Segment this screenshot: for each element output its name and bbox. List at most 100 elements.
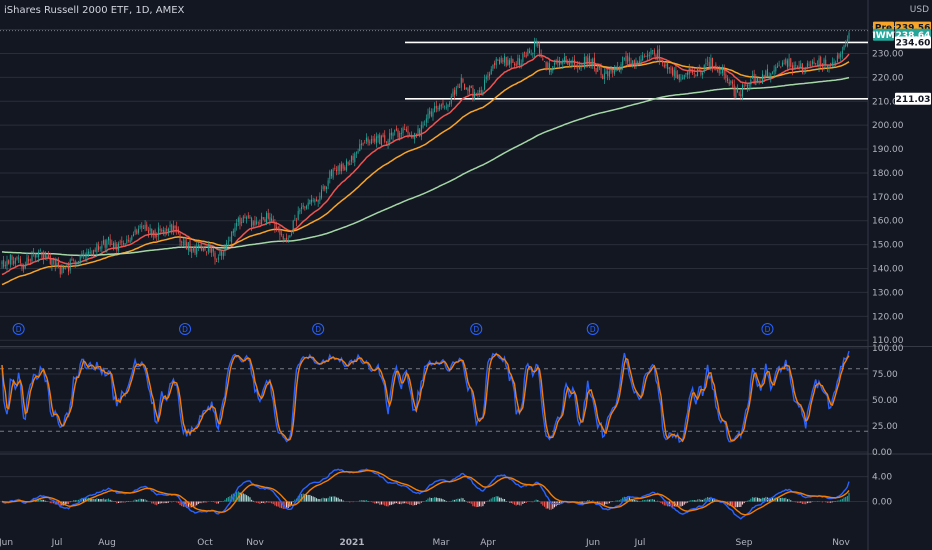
candle-body bbox=[325, 186, 327, 190]
candle-body bbox=[126, 239, 128, 244]
candle-body bbox=[177, 229, 179, 233]
candle-body bbox=[217, 257, 219, 260]
candle-body bbox=[116, 244, 118, 251]
candle-body bbox=[509, 60, 511, 65]
chart-title: iShares Russell 2000 ETF, 1D, AMEX bbox=[4, 5, 185, 16]
dividend-marker[interactable]: D bbox=[312, 323, 325, 335]
candle-body bbox=[622, 56, 624, 66]
time-axis[interactable]: Jun Jul Aug Oct Nov 2021 Mar Apr Jun Jul Sep Nov bbox=[0, 538, 850, 548]
candle-body bbox=[737, 88, 739, 93]
candle-body bbox=[29, 259, 31, 261]
candle-body bbox=[708, 61, 710, 67]
price-tick-label: 130.00 bbox=[872, 288, 904, 298]
candle-body bbox=[96, 243, 98, 253]
candle-body bbox=[449, 103, 451, 105]
candle-body bbox=[58, 261, 60, 266]
dividend-circle bbox=[761, 323, 774, 335]
horizontal-levels[interactable] bbox=[405, 41, 868, 100]
candle-body bbox=[527, 49, 529, 56]
dividend-marker[interactable]: D bbox=[12, 323, 25, 335]
dividend-marker[interactable]: D bbox=[470, 323, 483, 335]
candle-body bbox=[211, 247, 213, 253]
candle-body bbox=[106, 240, 108, 248]
candle-body bbox=[805, 69, 807, 71]
candle-body bbox=[112, 243, 114, 249]
candle-body bbox=[718, 69, 720, 74]
candle-body bbox=[530, 53, 532, 55]
candle-body bbox=[692, 70, 694, 73]
candle-body bbox=[224, 248, 226, 252]
candle-body bbox=[723, 69, 725, 76]
candle-body bbox=[369, 141, 371, 143]
candle-body bbox=[535, 40, 537, 44]
candle-body bbox=[467, 88, 469, 91]
candle-body bbox=[219, 250, 221, 256]
candle-body bbox=[590, 62, 592, 66]
candle-body bbox=[755, 77, 757, 85]
candle-body bbox=[672, 67, 674, 76]
candle-body bbox=[811, 61, 813, 65]
candle-body bbox=[267, 213, 269, 219]
candle-body bbox=[159, 228, 161, 231]
candle-body bbox=[440, 104, 442, 107]
candle-body bbox=[477, 92, 479, 94]
candle-body bbox=[645, 55, 647, 57]
candle-body bbox=[357, 151, 359, 153]
candle-body bbox=[69, 259, 71, 271]
candle-body bbox=[13, 260, 15, 264]
candle-body bbox=[332, 169, 334, 178]
candle-body bbox=[632, 60, 634, 64]
candle-body bbox=[274, 222, 276, 229]
candle-body bbox=[612, 70, 614, 73]
candle-body bbox=[390, 132, 392, 136]
candle-body bbox=[18, 257, 20, 259]
candle-body bbox=[667, 63, 669, 70]
candle-body bbox=[627, 55, 629, 63]
candle-body bbox=[490, 69, 492, 75]
candle-body bbox=[843, 45, 845, 50]
candle-body bbox=[162, 229, 164, 232]
stoch-tick-label: 100.00 bbox=[872, 344, 904, 354]
candle-body bbox=[828, 65, 830, 69]
candle-body bbox=[705, 63, 707, 65]
candle-body bbox=[750, 79, 752, 85]
macd-pane bbox=[1, 468, 850, 520]
candle-body bbox=[222, 252, 224, 257]
dividend-marker[interactable]: D bbox=[761, 323, 774, 335]
price-candles[interactable] bbox=[1, 30, 850, 278]
candle-body bbox=[419, 129, 421, 136]
price-tick-label: 210.00 bbox=[872, 97, 904, 107]
candle-body bbox=[725, 74, 727, 78]
price-tick-label: 160.00 bbox=[872, 217, 904, 227]
candle-body bbox=[387, 140, 389, 144]
candle-body bbox=[74, 260, 76, 265]
candle-body bbox=[808, 64, 810, 66]
candle-body bbox=[434, 106, 436, 113]
candle-body bbox=[765, 70, 767, 77]
candle-body bbox=[470, 86, 472, 88]
candle-body bbox=[129, 240, 131, 243]
candle-body bbox=[189, 240, 191, 252]
time-tick-label: Jun bbox=[0, 538, 13, 548]
candle-body bbox=[575, 65, 577, 67]
candle-body bbox=[417, 128, 419, 135]
candle-body bbox=[592, 58, 594, 67]
candle-body bbox=[720, 72, 722, 74]
candle-body bbox=[53, 258, 55, 261]
candle-body bbox=[33, 252, 35, 254]
candle-body bbox=[525, 54, 527, 58]
candle-body bbox=[89, 252, 91, 254]
candle-body bbox=[186, 242, 188, 250]
dividend-marker[interactable]: D bbox=[586, 323, 599, 335]
dividend-marker[interactable]: D bbox=[179, 323, 192, 335]
price-tick-label: 220.00 bbox=[872, 73, 904, 83]
candle-body bbox=[249, 217, 251, 219]
candle-body bbox=[484, 79, 486, 90]
candle-body bbox=[638, 61, 640, 65]
candle-body bbox=[760, 81, 762, 84]
dividend-circle bbox=[312, 323, 325, 335]
candle-body bbox=[141, 225, 143, 228]
candle-body bbox=[743, 85, 745, 87]
